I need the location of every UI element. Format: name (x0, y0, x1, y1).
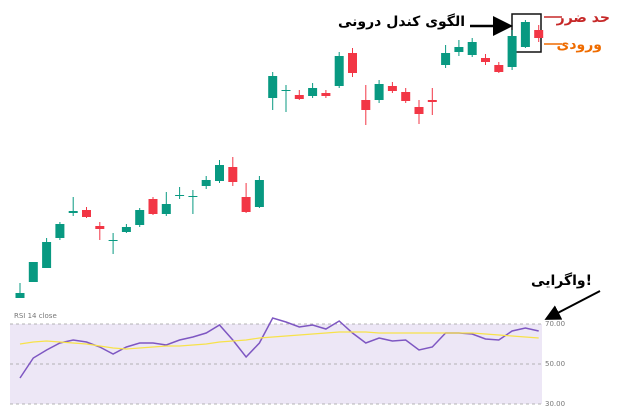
candle-body (148, 199, 158, 214)
candle-body (95, 226, 105, 229)
candle-body (161, 204, 171, 214)
candle-body (348, 53, 357, 73)
candle-body (427, 100, 437, 102)
pattern-label: الگوی کندل درونی (338, 13, 465, 30)
candle-body (241, 197, 251, 212)
rsi-line (19, 331, 539, 350)
candle-body (121, 227, 131, 232)
candle-body (481, 58, 490, 62)
candle-body (268, 76, 278, 98)
stop-label: حد ضرر (556, 10, 610, 26)
candle-body (507, 36, 517, 67)
candle-body (175, 195, 185, 196)
rsi-title: RSI 14 close (14, 312, 57, 320)
y-tick-label: 50.00 (545, 360, 565, 368)
candle-body (188, 196, 198, 197)
candle-body (28, 262, 38, 282)
candle-body (55, 224, 65, 238)
candle-body (15, 293, 25, 298)
candle-body (534, 30, 544, 38)
candle-body (414, 107, 424, 114)
candle-body (308, 88, 318, 96)
divergence-arrow (544, 290, 601, 320)
candle-body (42, 242, 52, 268)
candle-body (494, 65, 504, 72)
candle-body (520, 22, 530, 47)
candle-body (201, 180, 211, 186)
candle-body (294, 95, 304, 99)
y-tick-label: 70.00 (545, 320, 565, 328)
candle-body (454, 47, 464, 52)
candle-body (215, 165, 224, 181)
y-tick-label: 30.00 (545, 400, 565, 408)
candle-body (467, 42, 477, 55)
candle-body (82, 210, 91, 217)
candle-body (441, 53, 451, 65)
candle-body (281, 90, 291, 91)
candle-body (135, 210, 145, 225)
candle-body (321, 93, 331, 96)
candle-body (228, 167, 238, 182)
divergence-label: واگرایی! (531, 272, 592, 289)
candle-body (334, 56, 344, 86)
candle-body (361, 100, 371, 110)
candle-body (387, 86, 397, 91)
candle-body (374, 84, 384, 100)
candle-body (68, 211, 78, 213)
entry-label: ورودی (557, 37, 602, 53)
candle-body (254, 180, 264, 207)
candle-body (108, 240, 118, 241)
candle-body (401, 92, 411, 101)
